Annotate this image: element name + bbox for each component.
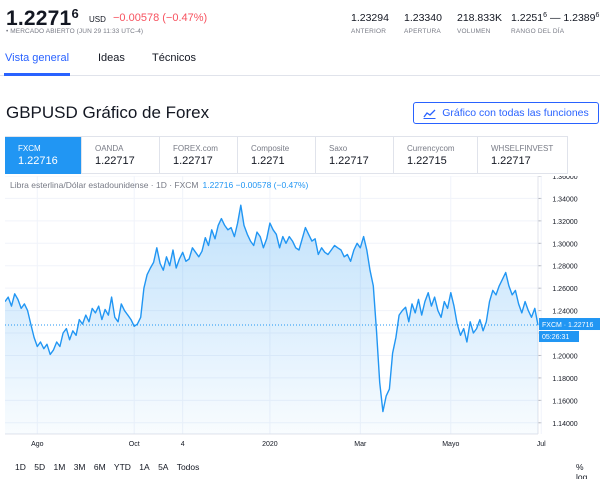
y-tick-label: 1.28000 (552, 264, 577, 271)
scale-log-toggle[interactable]: log (576, 472, 588, 479)
y-tick-label: 1.18000 (552, 376, 577, 383)
price-area (5, 205, 538, 434)
countdown-tag (539, 331, 579, 343)
full-chart-button-label: Gráfico con todas las funciones (442, 107, 589, 119)
time-range-selector: 1D 5D 1M 3M 6M YTD 1A 5A Todos (15, 462, 205, 472)
x-tick-label: 4 (181, 441, 185, 448)
range-ytd[interactable]: YTD (113, 462, 131, 472)
scale-options: % log (570, 462, 600, 479)
source-tab-composite[interactable]: Composite 1.2271 (238, 137, 316, 174)
source-tab-whselfinvest[interactable]: WHSELFINVEST 1.22717 (478, 137, 568, 174)
price-line (5, 204, 539, 413)
tab-overview[interactable]: Vista general (5, 52, 70, 64)
y-tick-label: 1.14000 (552, 421, 577, 428)
source-tab-fxcm[interactable]: FXCM 1.22716 (5, 137, 82, 174)
y-tick-label: 1.24000 (552, 309, 577, 316)
scale-percent-toggle[interactable]: % (576, 462, 584, 472)
range-1m[interactable]: 1M (53, 462, 66, 472)
last-price-tag (539, 318, 600, 331)
chart-legend: Libra esterlina/Dólar estadounidense · 1… (10, 180, 308, 190)
range-6m[interactable]: 6M (93, 462, 106, 472)
source-tab-saxo[interactable]: Saxo 1.22717 (316, 137, 394, 174)
price-currency: USD (89, 15, 106, 24)
chart-legend-values: 1.22716 −0.00578 (−0.47%) (202, 180, 309, 190)
y-tick-label: 1.36000 (552, 176, 577, 181)
range-1y[interactable]: 1A (139, 462, 150, 472)
data-source-tabs: FXCM 1.22716 OANDA 1.22717 FOREX.com 1.2271… (5, 136, 568, 174)
x-tick-label: Ago (31, 441, 44, 448)
range-all[interactable]: Todos (176, 462, 200, 472)
tab-ideas[interactable]: Ideas (98, 52, 125, 64)
stat-volume: 218.833K VOLUMEN (457, 12, 502, 35)
x-tick-label: Mayo (442, 441, 459, 448)
full-chart-button[interactable]: Gráfico con todas las funciones (413, 102, 599, 124)
quote-header: 1.22716 USD −0.00578 (−0.47%) • MERCADO … (6, 4, 600, 38)
range-3m[interactable]: 3M (73, 462, 86, 472)
range-1d[interactable]: 1D (15, 462, 26, 472)
market-status: • MERCADO ABIERTO (JUN 29 11:33 UTC-4) (6, 28, 144, 35)
last-price-label: FXCM · 1.22716 (542, 322, 593, 329)
range-5y[interactable]: 5A (158, 462, 169, 472)
price-change: −0.00578 (−0.47%) (113, 12, 208, 24)
tab-technicals[interactable]: Técnicos (152, 52, 197, 64)
source-tab-oanda[interactable]: OANDA 1.22717 (82, 137, 160, 174)
last-price: 1.22716 (6, 6, 79, 30)
price-chart-canvas[interactable]: 1.140001.160001.180001.200001.220001.240… (5, 176, 600, 476)
x-tick-label: 2020 (262, 441, 278, 448)
chart-line-icon (423, 109, 436, 119)
y-tick-label: 1.34000 (552, 196, 577, 203)
range-5d[interactable]: 5D (34, 462, 46, 472)
stat-day-range: 1.22516 — 1.23896 RANGO DEL DÍA (511, 12, 600, 35)
stat-previous-close: 1.23294 ANTERIOR (351, 12, 389, 35)
x-tick-label: Jul (537, 441, 546, 448)
y-tick-label: 1.16000 (552, 398, 577, 405)
countdown-label: 05:26:31 (542, 334, 569, 341)
y-tick-label: 1.20000 (552, 353, 577, 360)
active-tab-indicator (4, 73, 70, 76)
x-tick-label: Oct (129, 441, 140, 448)
price-chart[interactable]: 1.140001.160001.180001.200001.220001.240… (5, 176, 600, 479)
source-tab-forexcom[interactable]: FOREX.com 1.22717 (160, 137, 238, 174)
y-tick-label: 1.32000 (552, 219, 577, 226)
y-tick-label: 1.26000 (552, 286, 577, 293)
x-tick-label: Mar (354, 441, 367, 448)
source-tab-currencycom[interactable]: Currencycom 1.22715 (394, 137, 478, 174)
y-tick-label: 1.30000 (552, 241, 577, 248)
chart-legend-symbol: Libra esterlina/Dólar estadounidense · 1… (10, 180, 199, 190)
stat-open: 1.23340 APERTURA (404, 12, 442, 35)
page-title: GBPUSD Gráfico de Forex (6, 103, 210, 122)
page-tabs: Vista general Ideas Técnicos (0, 46, 600, 76)
